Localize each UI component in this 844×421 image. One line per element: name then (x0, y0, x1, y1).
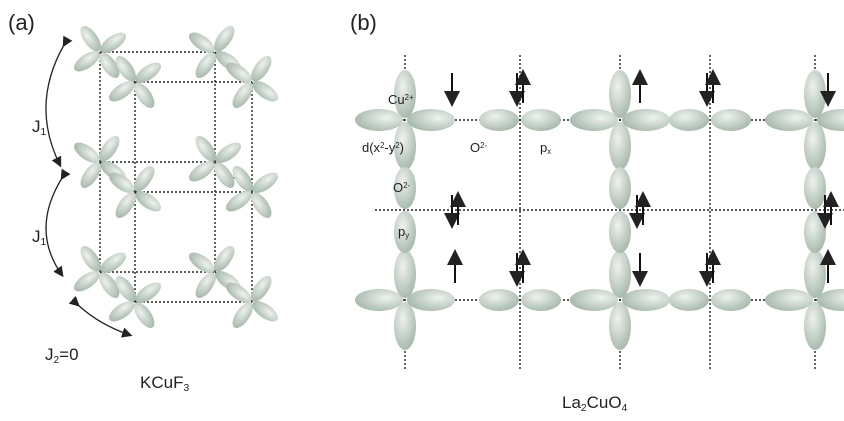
orbital-lobe (479, 109, 519, 131)
spins (452, 73, 831, 283)
orbital-lobe (355, 289, 403, 311)
orbital-lobe (622, 289, 670, 311)
orbital-lobe (711, 289, 751, 311)
label-run: 2+ (405, 93, 414, 102)
orbital-lobe (609, 167, 631, 209)
label-run: ) (400, 140, 404, 155)
label-run: 4 (622, 403, 628, 414)
orbital-lobe (570, 289, 618, 311)
label: J1 (32, 117, 47, 138)
label-run: 3 (183, 383, 189, 394)
label: px (540, 140, 551, 156)
label-run: x (547, 147, 551, 156)
label: (b) (350, 10, 377, 35)
orbital-lobe (804, 211, 826, 253)
orbital-lobe (570, 109, 618, 131)
label-run: CuO (587, 393, 622, 412)
orbital-lobe (479, 289, 519, 311)
orbital-lobe (394, 302, 416, 350)
orbital-lobe (609, 250, 631, 298)
label-run: (a) (8, 10, 35, 35)
label-run: 1 (41, 127, 47, 138)
orbital-lobe (355, 109, 403, 131)
label: (a) (8, 10, 35, 35)
label: O2- (470, 140, 487, 155)
orbital-lobe (804, 250, 826, 298)
orbital-lobe (609, 122, 631, 170)
orbital-lobe (622, 109, 670, 131)
label-run: O (393, 180, 403, 195)
label-run: 1 (41, 237, 47, 248)
j1-arrow (46, 45, 64, 165)
orbital-lobe (609, 211, 631, 253)
label-run: =0 (59, 345, 78, 364)
orbital-lobe (669, 289, 709, 311)
label-run: y (405, 231, 409, 240)
label-run: O (470, 140, 480, 155)
orbital-lobe (804, 70, 826, 118)
orbital-lobe (407, 109, 455, 131)
label-run: Cu (388, 92, 405, 107)
orbital-lobe (609, 302, 631, 350)
label-run: J (32, 227, 41, 246)
orbital-lobe (765, 289, 813, 311)
orbital-lobe (804, 122, 826, 170)
orbital-lobe (407, 289, 455, 311)
label-run: 2- (480, 141, 487, 150)
orbitals (71, 23, 844, 350)
label-run: d(x (362, 140, 381, 155)
label-run: p (540, 140, 547, 155)
orbital-lobe (804, 167, 826, 209)
orbital-lobe (669, 109, 709, 131)
label-run: (b) (350, 10, 377, 35)
orbital-lobe (765, 109, 813, 131)
orbital-lobe (804, 302, 826, 350)
label-run: J (32, 117, 41, 136)
label-run: La (562, 393, 581, 412)
j1-arrow (46, 178, 62, 275)
label: KCuF3 (140, 373, 189, 394)
label-run: p (398, 224, 405, 239)
label: La2CuO4 (562, 393, 628, 414)
label-run: J (45, 345, 54, 364)
lattice-lines (100, 52, 844, 370)
orbital-lobe (711, 109, 751, 131)
orbital-lobe (521, 289, 561, 311)
orbital-lobe (521, 109, 561, 131)
label-run: 2- (403, 181, 410, 190)
label: J1 (32, 227, 47, 248)
orbital-lobe (394, 250, 416, 298)
orbital-lobe (609, 70, 631, 118)
label-run: KCuF (140, 373, 183, 392)
label: J2=0 (45, 345, 79, 366)
label-run: -y (384, 140, 395, 155)
figure: (a)(b)J1J1J2=0KCuF3Cu2+d(x2-y2)O2-pxO2-p… (0, 0, 844, 421)
